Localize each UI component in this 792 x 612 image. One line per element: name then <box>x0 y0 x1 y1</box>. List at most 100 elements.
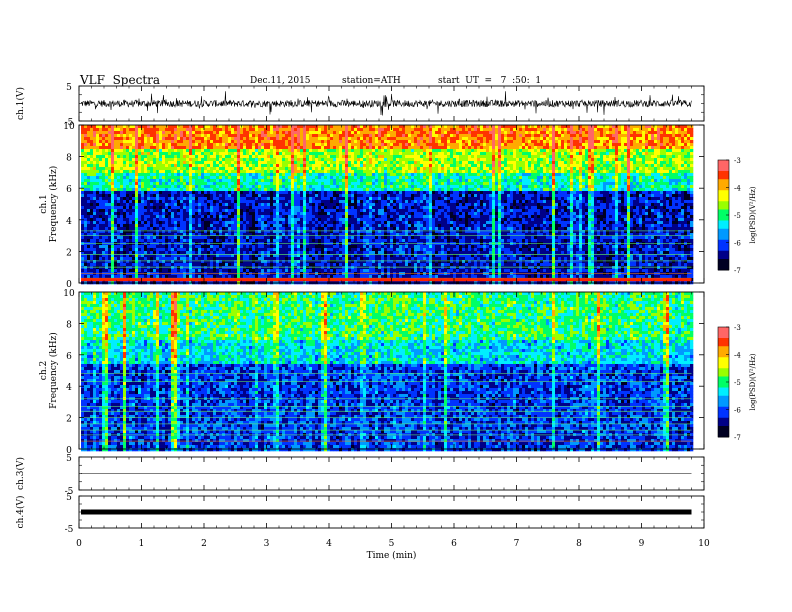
spectrogram-cell <box>99 155 102 158</box>
spectrogram-cell <box>126 218 129 221</box>
spectrogram-cell <box>144 263 147 266</box>
spectrogram-cell <box>117 266 120 269</box>
spectrogram-cell <box>105 221 108 224</box>
spectrogram-cell <box>183 275 186 278</box>
spectrogram-cell <box>168 269 171 272</box>
spectrogram-cell <box>99 143 102 146</box>
spectrogram-cell <box>93 185 96 188</box>
spectrogram-cell <box>102 176 105 179</box>
spectrogram-cell <box>93 212 96 215</box>
spectrogram-cell <box>93 158 96 161</box>
spectrogram-cell <box>90 275 93 278</box>
spectrogram-cell <box>171 221 174 224</box>
spectrogram-cell <box>159 212 162 215</box>
spectrogram-cell <box>99 137 102 140</box>
spectrogram-cell <box>180 185 183 188</box>
spectrogram-cell <box>171 245 174 248</box>
spectrogram-cell <box>102 158 105 161</box>
spectrogram-cell <box>123 134 126 137</box>
spectrogram-cell <box>90 128 93 131</box>
spectrogram-cell <box>165 236 168 239</box>
spectrogram-cell <box>108 266 111 269</box>
spectrogram-cell <box>183 158 186 161</box>
spectrogram-cell <box>147 155 150 158</box>
spectrogram-cell <box>87 185 90 188</box>
spectrogram-cell <box>135 248 138 251</box>
spectrogram-cell <box>174 152 177 155</box>
spectrogram-cell <box>81 152 84 155</box>
spectrogram-cell <box>105 137 108 140</box>
spectrogram-cell <box>177 146 180 149</box>
spectrogram-cell <box>180 128 183 131</box>
spectrogram-cell <box>108 227 111 230</box>
spectrogram-cell <box>90 221 93 224</box>
spectrogram-cell <box>132 269 135 272</box>
spectrogram-cell <box>153 248 156 251</box>
spectrogram-cell <box>93 155 96 158</box>
spectrogram-cell <box>117 137 120 140</box>
spectrogram-cell <box>135 239 138 242</box>
spectrogram-cell <box>123 218 126 221</box>
spectrogram-cell <box>81 200 84 203</box>
spectrogram-cell <box>153 269 156 272</box>
spectrogram-cell <box>87 134 90 137</box>
spectrogram-cell <box>84 215 87 218</box>
spectrogram-cell <box>132 218 135 221</box>
spectrogram-cell <box>129 221 132 224</box>
spectrogram-cell <box>141 203 144 206</box>
spectrogram-cell <box>177 191 180 194</box>
spectrogram-cell <box>147 209 150 212</box>
spectrogram-cell <box>159 206 162 209</box>
spectrogram-cell <box>120 170 123 173</box>
spectrogram-cell <box>84 212 87 215</box>
spectrogram-cell <box>135 155 138 158</box>
spectrogram-cell <box>129 176 132 179</box>
spectrogram-cell <box>150 236 153 239</box>
spectrogram-cell <box>180 197 183 200</box>
spectrogram-cell <box>111 161 114 164</box>
spectrogram-cell <box>156 143 159 146</box>
spectrogram-cell <box>87 128 90 131</box>
spectrogram-cell <box>153 170 156 173</box>
spectrogram-cell <box>81 212 84 215</box>
spectrogram-cell <box>144 266 147 269</box>
spectrogram-cell <box>111 131 114 134</box>
spectrogram-cell <box>84 188 87 191</box>
spectrogram-cell <box>153 182 156 185</box>
spectrogram-cell <box>165 173 168 176</box>
spectrogram-cell <box>117 239 120 242</box>
spectrogram-cell <box>159 251 162 254</box>
spectrogram-cell <box>87 269 90 272</box>
spectrogram-cell <box>84 146 87 149</box>
spectrogram-cell <box>162 149 165 152</box>
spectrogram-cell <box>144 164 147 167</box>
spectrogram-cell <box>105 209 108 212</box>
spectrogram-cell <box>81 182 84 185</box>
spectrogram-cell <box>156 131 159 134</box>
spectrogram-cell <box>138 227 141 230</box>
spectrogram-cell <box>138 200 141 203</box>
spectrogram-cell <box>108 275 111 278</box>
spectrogram-cell <box>111 167 114 170</box>
spectrogram-cell <box>96 188 99 191</box>
spectrogram-cell <box>126 158 129 161</box>
spectrogram-cell <box>102 155 105 158</box>
spectrogram-cell <box>129 188 132 191</box>
spectrogram-cell <box>159 266 162 269</box>
spectrogram-cell <box>147 263 150 266</box>
spectrogram-cell <box>90 245 93 248</box>
spectrogram-cell <box>144 143 147 146</box>
spectrogram-cell <box>117 152 120 155</box>
spectrogram-cell <box>120 239 123 242</box>
spectrogram-cell <box>93 128 96 131</box>
spectrogram-cell <box>81 191 84 194</box>
spectrogram-cell <box>117 191 120 194</box>
spectrogram-cell <box>150 269 153 272</box>
spectrogram-cell <box>147 251 150 254</box>
spectrogram-cell <box>102 251 105 254</box>
spectrogram-cell <box>84 179 87 182</box>
spectrogram-cell <box>123 125 126 128</box>
spectrogram-cell <box>144 206 147 209</box>
spectrogram-cell <box>90 248 93 251</box>
spectrogram-cell <box>180 140 183 143</box>
